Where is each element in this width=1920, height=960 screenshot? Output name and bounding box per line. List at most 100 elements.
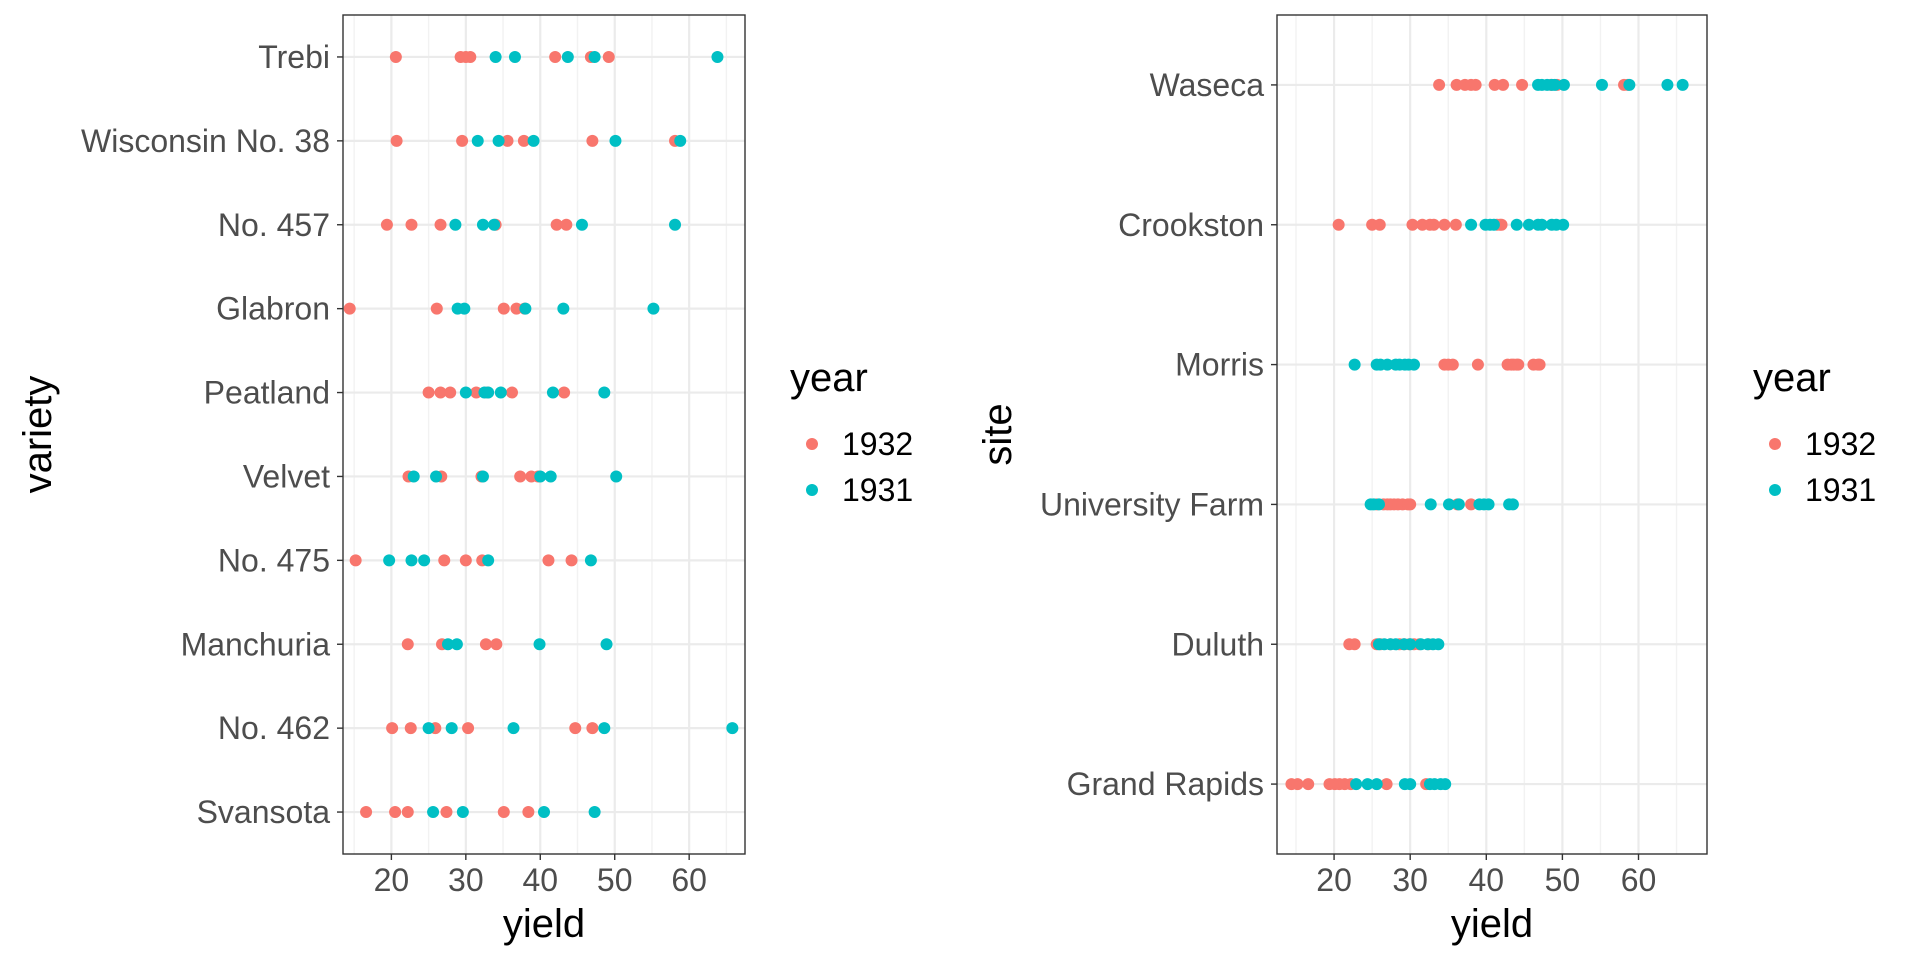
minor-gridlines-x [353, 15, 728, 854]
point-1931-grand-rapids [1404, 778, 1417, 791]
legend-label-1932: 1932 [842, 426, 913, 462]
point-1931-no-457 [449, 218, 462, 231]
point-1932-no-462 [386, 722, 399, 735]
point-1932-morris [1533, 358, 1546, 371]
point-1931-waseca [1676, 78, 1689, 91]
point-1932-grand-rapids [1302, 778, 1315, 791]
point-1931-waseca [1661, 78, 1674, 91]
y-tick-label-peatland: Peatland [204, 375, 330, 411]
point-1931-waseca [1595, 78, 1608, 91]
point-1931-glabron [519, 302, 532, 315]
point-1932-no-475 [438, 554, 451, 567]
point-1932-wisconsin-no-38 [501, 134, 514, 147]
point-1931-manchuria [441, 638, 454, 651]
point-1931-university-farm [1443, 498, 1455, 511]
point-1931-glabron [557, 302, 570, 315]
minor-gridlines-x [1295, 15, 1678, 854]
point-1931-grand-rapids [1439, 778, 1452, 791]
legend: year 1932 1931 [1753, 356, 1876, 508]
y-tick-labels: Svansota No. 462 Manchuria No. 475 Velvet Pea… [81, 39, 343, 830]
major-gridlines-x [1332, 15, 1640, 854]
point-1931-no-462 [507, 722, 520, 735]
point-1932-wisconsin-no-38 [390, 134, 403, 147]
y-tick-label-no-462: No. 462 [218, 710, 330, 746]
point-1932-crookston [1427, 218, 1440, 231]
point-1931-no-462 [445, 722, 458, 735]
point-1932-morris [1471, 358, 1484, 371]
point-1931-crookston [1487, 218, 1500, 231]
point-1932-peatland [558, 386, 571, 399]
point-1931-velvet [534, 470, 547, 483]
point-1932-crookston [1406, 218, 1419, 231]
point-1931-manchuria [600, 638, 613, 651]
point-1932-manchuria [401, 638, 414, 651]
x-axis-title: yield [503, 902, 585, 946]
point-1931-svansota [538, 806, 550, 819]
x-axis-title: yield [1451, 902, 1533, 946]
major-gridlines-x [390, 15, 691, 854]
point-1931-wisconsin-no-38 [492, 134, 505, 147]
point-1932-morris [1446, 358, 1459, 371]
point-1931-no-475 [584, 554, 597, 567]
point-1931-grand-rapids [1350, 778, 1363, 791]
legend-title: year [1753, 356, 1831, 400]
y-tick-label-velvet: Velvet [243, 458, 330, 494]
point-1931-crookston [1557, 218, 1570, 231]
point-1932-no-475 [565, 554, 578, 567]
point-1931-velvet [544, 470, 557, 483]
point-1932-morris [1512, 358, 1525, 371]
site-panel: Grand Rapids Duluth University Farm Morris C… [976, 14, 1876, 946]
point-1931-no-462 [726, 722, 739, 735]
y-tick-label-svansota: Svansota [197, 794, 331, 830]
point-1932-no-462 [569, 722, 582, 735]
point-1931-crookston [1465, 218, 1478, 231]
point-1932-waseca [1488, 78, 1501, 91]
point-1931-manchuria [533, 638, 546, 651]
point-1931-no-475 [482, 554, 495, 567]
y-tick-label-glabron: Glabron [216, 291, 330, 327]
point-1932-velvet [514, 470, 527, 483]
point-1931-velvet [476, 470, 489, 483]
x-tick-label-50: 50 [1545, 862, 1581, 898]
point-1931-morris [1381, 358, 1394, 371]
point-1932-svansota [360, 806, 373, 819]
point-1931-velvet [407, 470, 420, 483]
point-1931-university-farm [1372, 498, 1385, 511]
y-tick-label-duluth: Duluth [1172, 626, 1265, 662]
plot-border [342, 14, 746, 855]
point-1931-crookston [1510, 218, 1523, 231]
point-1931-velvet [430, 470, 443, 483]
point-1931-peatland [546, 386, 559, 399]
y-axis-title: variety [16, 376, 60, 494]
point-1932-manchuria [490, 638, 503, 651]
point-1932-crookston [1332, 218, 1345, 231]
y-tick-label-grand-rapids: Grand Rapids [1067, 766, 1264, 802]
point-1932-wisconsin-no-38 [517, 134, 530, 147]
point-1932-waseca [1497, 78, 1510, 91]
point-1931-glabron [458, 302, 471, 315]
point-1932-peatland [434, 386, 447, 399]
point-1932-waseca [1516, 78, 1529, 91]
point-1932-peatland [444, 386, 457, 399]
point-1932-no-457 [434, 218, 447, 231]
point-1931-no-457 [476, 218, 489, 231]
point-1931-grand-rapids [1370, 778, 1383, 791]
point-1931-trebi [561, 50, 574, 63]
point-1931-duluth [1432, 638, 1445, 651]
legend-label-1931: 1931 [842, 472, 913, 508]
point-1931-waseca [1548, 78, 1561, 91]
point-1932-manchuria [479, 638, 492, 651]
point-1931-glabron [647, 302, 660, 315]
point-1931-waseca [1557, 78, 1570, 91]
point-1931-no-462 [598, 722, 611, 735]
point-1932-wisconsin-no-38 [586, 134, 599, 147]
x-tick-labels: 20 30 40 50 60 [374, 854, 707, 898]
point-1931-no-457 [488, 218, 501, 231]
point-1931-wisconsin-no-38 [609, 134, 622, 147]
y-tick-label-no-475: No. 475 [218, 542, 330, 578]
point-1932-no-462 [404, 722, 417, 735]
point-1932-peatland [505, 386, 518, 399]
point-1931-crookston [1522, 218, 1535, 231]
y-tick-label-manchuria: Manchuria [181, 626, 331, 662]
point-1931-no-457 [575, 218, 588, 231]
